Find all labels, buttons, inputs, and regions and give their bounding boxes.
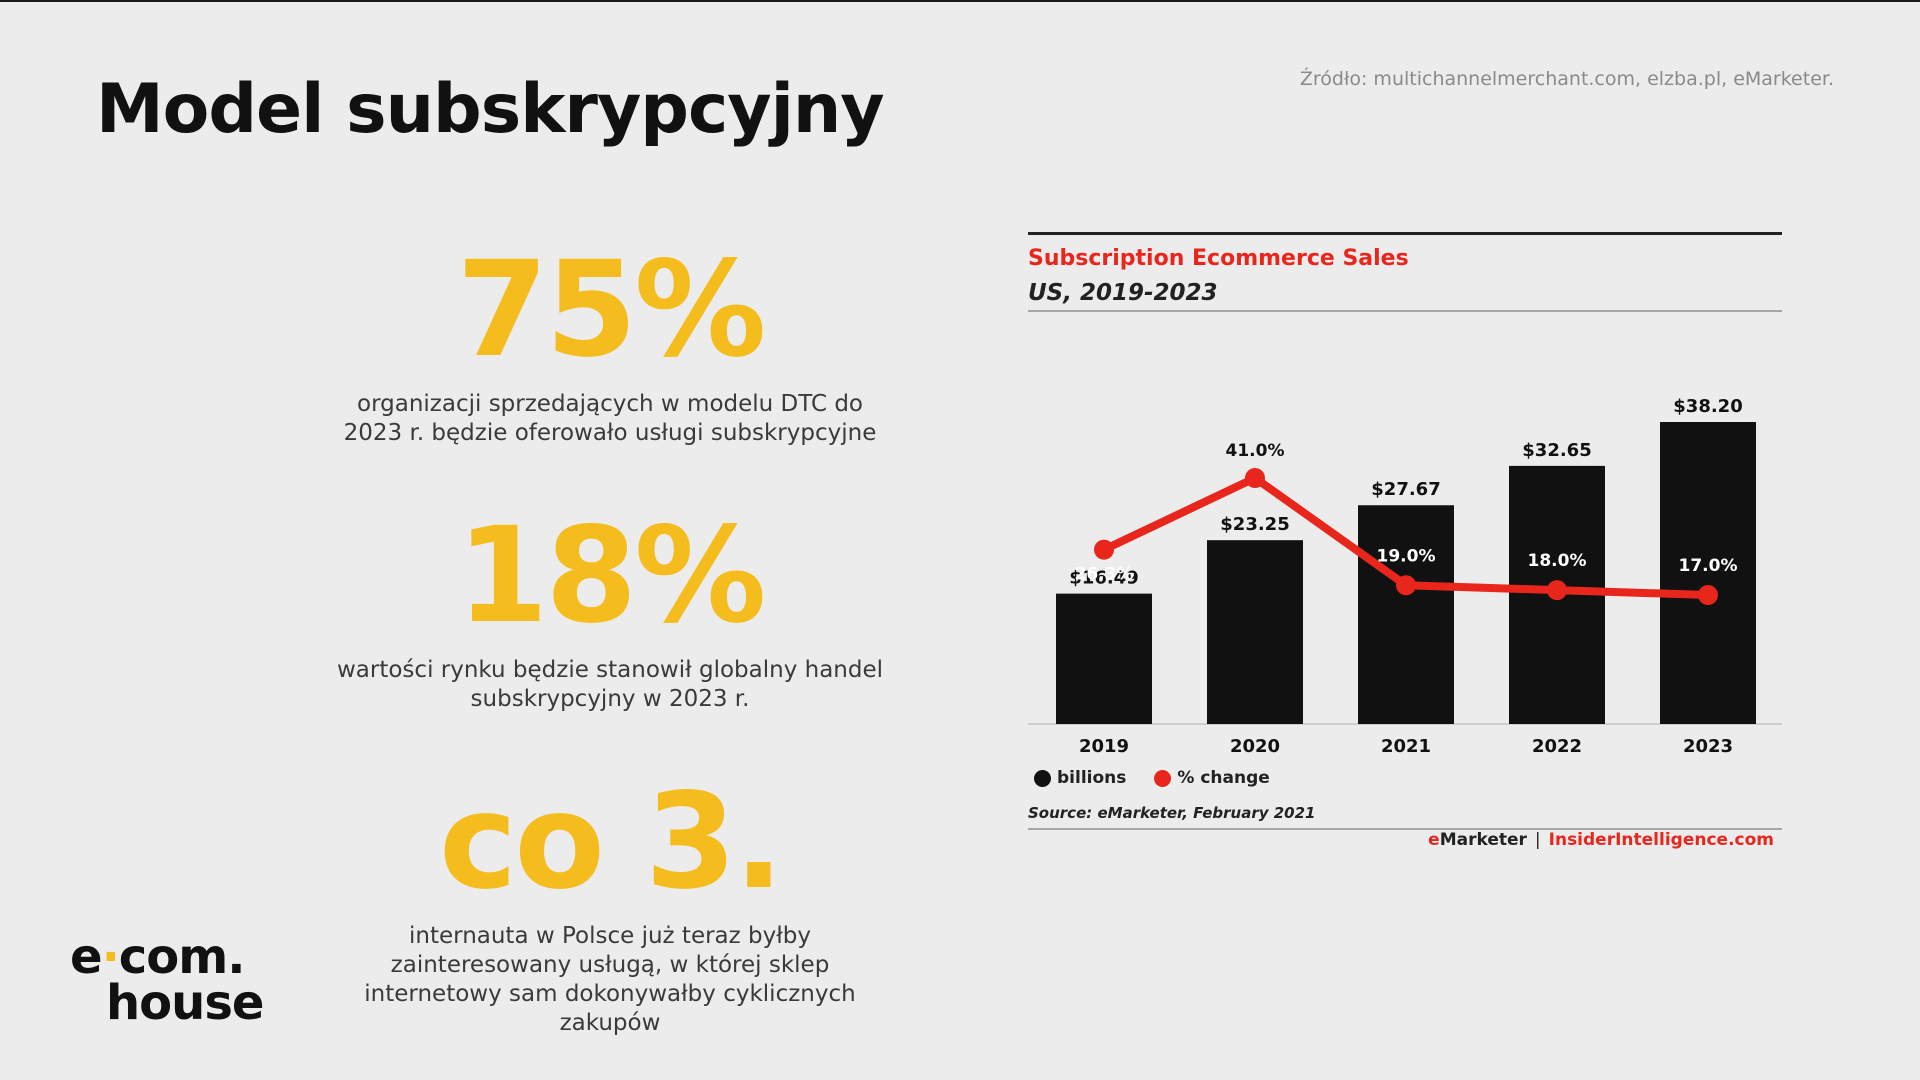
bar-label-2020: $23.25: [1220, 514, 1289, 535]
page-title: Model subskrypcyjny: [96, 70, 885, 149]
change-point-2020: [1245, 468, 1265, 488]
change-point-2021: [1396, 575, 1416, 596]
bar-2023: [1660, 422, 1756, 724]
bar-2020: [1207, 540, 1303, 724]
change-label-2019: 26.3%: [1075, 565, 1134, 585]
chart-footer-rule: [1028, 828, 1782, 830]
stat-value: 18%: [456, 499, 767, 653]
change-point-2022: [1547, 580, 1567, 601]
source-note: Źródło: multichannelmerchant.com, elzba.…: [1299, 68, 1834, 90]
stat-description: wartości rynku będzie stanowił globalny …: [336, 657, 884, 712]
stat-value: 75%: [456, 233, 767, 387]
chart-legend: billions % change: [1034, 768, 1270, 788]
ecom-house-logo: e·com. house: [70, 929, 264, 1031]
stat-value: co 3.: [439, 765, 784, 919]
bar-label-2021: $27.67: [1371, 479, 1440, 500]
change-label-2020: 41.0%: [1226, 441, 1285, 461]
legend-item-change: % change: [1154, 768, 1270, 788]
chart-top-rule: [1028, 232, 1782, 235]
legend-swatch-change: [1154, 769, 1172, 787]
chart-panel: Subscription Ecommerce Sales US, 2019-20…: [1028, 230, 1782, 860]
brand-emarketer: Marketer: [1439, 830, 1527, 850]
legend-item-billions: billions: [1034, 768, 1126, 788]
stat-description: organizacji sprzedających w modelu DTC d…: [343, 391, 877, 446]
change-label-2021: 19.0%: [1377, 546, 1436, 566]
bar-2021: [1358, 505, 1454, 724]
stat-block: 75% organizacji sprzedających w modelu D…: [300, 244, 920, 448]
chart-subtitle: US, 2019-2023: [1028, 280, 1218, 306]
change-point-2019: [1094, 539, 1114, 560]
change-point-2023: [1698, 585, 1718, 605]
top-border: [0, 0, 1920, 2]
bar-2019: [1056, 593, 1152, 724]
chart-header-rule: [1028, 310, 1782, 312]
brand-insider: InsiderIntelligence.com: [1548, 830, 1774, 850]
x-tick-2021: 2021: [1381, 736, 1431, 757]
bar-label-2022: $32.65: [1522, 440, 1591, 461]
stat-block: 18% wartości rynku będzie stanowił globa…: [300, 510, 920, 714]
x-tick-2019: 2019: [1079, 736, 1129, 757]
bar-label-2023: $38.20: [1673, 396, 1742, 417]
chart-title: Subscription Ecommerce Sales: [1028, 246, 1409, 271]
x-tick-2022: 2022: [1532, 736, 1582, 757]
change-label-2023: 17.0%: [1679, 556, 1738, 576]
change-label-2022: 18.0%: [1528, 551, 1587, 571]
chart-brand: eMarketer | InsiderIntelligence.com: [1428, 830, 1774, 850]
chart-source: Source: eMarketer, February 2021: [1028, 804, 1316, 822]
x-tick-2023: 2023: [1683, 736, 1733, 757]
subscription-sales-chart: $16.49 2019 $23.25 2020 $27.67 2021 $32.65 2022…: [1028, 396, 1782, 757]
bar-label-2019: $16.49: [1069, 568, 1138, 589]
stat-block: co 3. internauta w Polsce już teraz byłb…: [300, 776, 920, 1038]
legend-swatch-billions: [1034, 769, 1051, 787]
x-tick-2020: 2020: [1230, 736, 1280, 757]
stat-description: internauta w Polsce już teraz byłby zain…: [364, 923, 856, 1036]
